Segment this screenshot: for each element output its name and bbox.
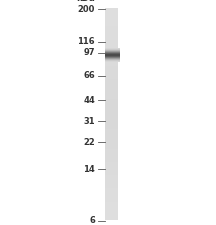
Text: kDa: kDa: [76, 0, 95, 3]
Text: 22: 22: [83, 138, 95, 147]
Text: 66: 66: [83, 71, 95, 80]
Text: 44: 44: [83, 96, 95, 105]
Text: 14: 14: [83, 165, 95, 174]
Text: 6: 6: [89, 216, 95, 225]
Text: 200: 200: [78, 4, 95, 13]
Text: 97: 97: [84, 48, 95, 57]
Text: 31: 31: [83, 117, 95, 126]
Text: 116: 116: [77, 37, 95, 46]
